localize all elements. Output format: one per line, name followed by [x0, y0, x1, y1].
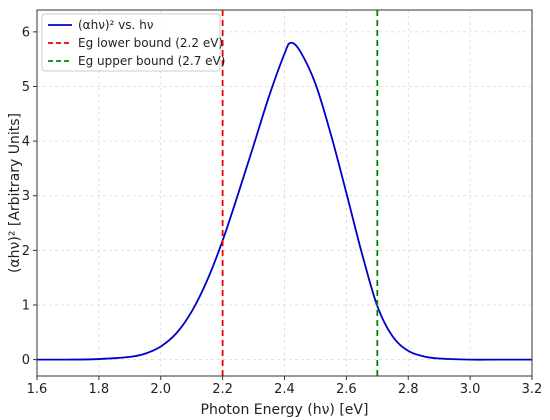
legend-box — [41, 13, 221, 72]
y-tick-label: 4 — [22, 135, 30, 150]
x-tick-label: 2.8 — [398, 382, 419, 397]
x-tick-label: 2.4 — [274, 382, 295, 397]
x-tick-label: 2.6 — [336, 382, 357, 397]
legend-label-upper-bound: Eg upper bound (2.7 eV) — [78, 54, 225, 68]
x-tick-label: 3.0 — [460, 382, 481, 397]
legend: (αhν)² vs. hν Eg lower bound (2.2 eV) Eg… — [41, 13, 225, 72]
x-tick-label: 2.2 — [212, 382, 233, 397]
y-tick-label: 2 — [22, 244, 30, 259]
x-tick-label: 2.0 — [150, 382, 171, 397]
x-axis-title: Photon Energy (hν) [eV] — [201, 402, 369, 418]
legend-label-lower-bound: Eg lower bound (2.2 eV) — [78, 36, 223, 50]
y-tick-label: 0 — [22, 353, 30, 368]
x-tick-label: 1.6 — [27, 382, 48, 397]
y-tick-label: 1 — [22, 298, 30, 313]
series-layer — [36, 10, 532, 376]
y-tick-label: 6 — [22, 25, 30, 40]
series-line-absorption — [36, 41, 532, 361]
legend-label-curve: (αhν)² vs. hν — [78, 18, 154, 32]
x-tick-label: 3.2 — [522, 382, 543, 397]
y-tick-label: 3 — [22, 189, 30, 204]
ticks: 1.6 1.8 2.0 2.2 2.4 2.6 2.8 3.0 3.2 0 1 2 3 4 5 6 — [22, 25, 543, 397]
y-tick-label: 5 — [22, 80, 30, 95]
y-axis-title: (αhν)² [Arbitrary Units] — [7, 113, 23, 273]
x-tick-label: 1.8 — [89, 382, 110, 397]
